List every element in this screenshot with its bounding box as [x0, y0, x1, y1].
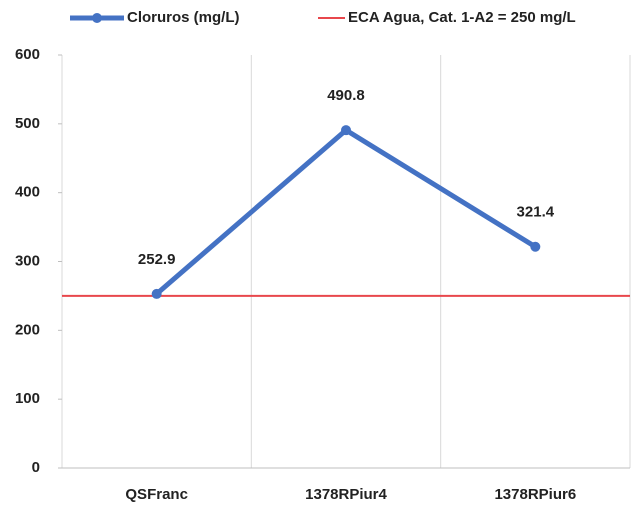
legend-label: Cloruros (mg/L): [127, 9, 240, 26]
y-tick-label: 0: [32, 459, 40, 476]
y-tick-label: 400: [15, 184, 40, 201]
point: [151, 288, 162, 299]
y-tick-label: 300: [15, 252, 40, 269]
point: [530, 241, 541, 252]
x-tick-label: QSFranc: [125, 486, 188, 503]
legend-label: ECA Agua, Cat. 1-A2 = 250 mg/L: [348, 9, 576, 26]
point: [341, 125, 351, 136]
y-tick-label: 600: [15, 46, 40, 63]
x-tick-label: 1378RPiur4: [305, 486, 387, 503]
x-tick-label: 1378RPiur6: [494, 486, 576, 503]
data-label: 321.4: [517, 204, 555, 221]
y-tick-label: 500: [15, 115, 40, 132]
data-label: 252.9: [138, 251, 176, 268]
y-tick-label: 100: [15, 390, 40, 407]
y-tick-label: 200: [15, 321, 40, 338]
legend-marker: [92, 13, 102, 23]
data-label: 490.8: [327, 87, 365, 104]
